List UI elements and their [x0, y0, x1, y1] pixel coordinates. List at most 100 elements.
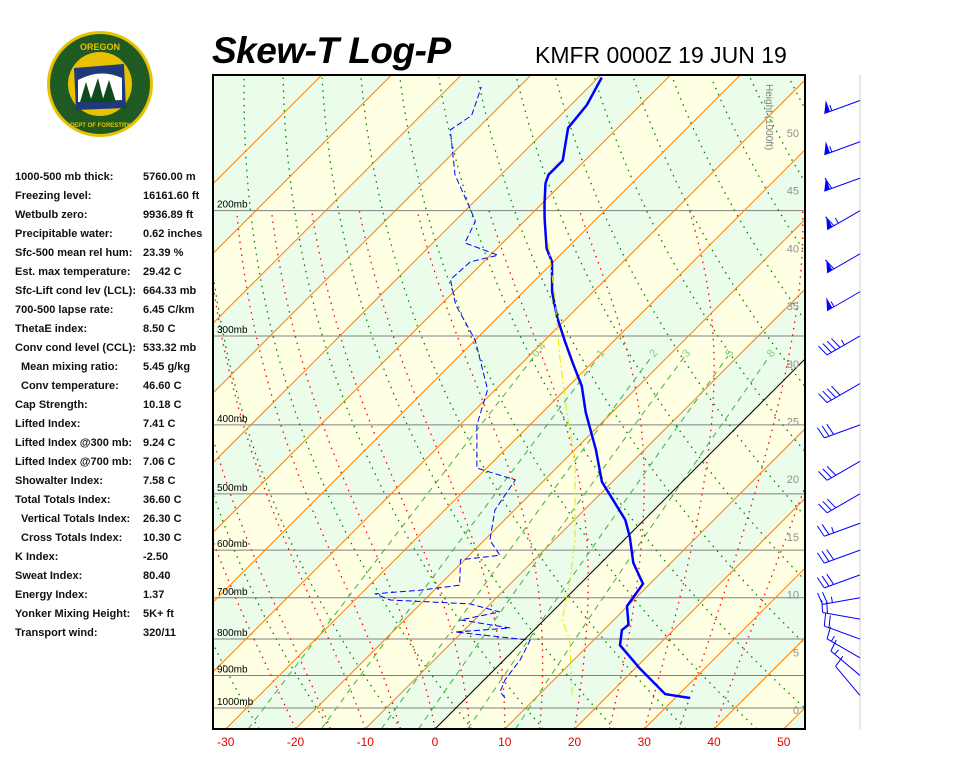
wind-barb-full	[826, 498, 837, 509]
isobar-label: 600mb	[217, 539, 248, 550]
index-value: 10.30 C	[143, 532, 182, 544]
moist-adiabat	[310, 210, 471, 729]
isotherm-line	[783, 706, 805, 729]
height-tick-label: 40	[787, 243, 799, 255]
index-row: 700-500 lapse rate: 6.45 C/km	[15, 301, 202, 320]
wind-barb-full	[816, 552, 825, 564]
index-value: 5K+ ft	[143, 608, 174, 620]
dry-adiabat	[710, 77, 805, 254]
chart-title: Skew-T Log-P	[212, 30, 451, 71]
index-row: K Index: -2.50	[15, 548, 202, 567]
wind-barb-full	[826, 423, 835, 435]
index-row: Yonker Mixing Height: 5K+ ft	[15, 605, 202, 624]
height-axis-label: Height (1000ft)	[763, 84, 774, 150]
wind-barb-staff	[826, 335, 861, 356]
height-tick-label: 15	[787, 532, 799, 544]
index-value: 36.60 C	[143, 494, 182, 506]
index-label: 1000-500 mb thick:	[15, 171, 114, 183]
index-row: Est. max temperature: 29.42 C	[15, 263, 202, 282]
wind-barb-staff	[826, 210, 861, 231]
wind-barb-staff	[826, 291, 861, 312]
x-tick-label: -30	[217, 735, 235, 749]
wind-barb-full	[822, 592, 828, 604]
index-row: Showalter Index: 7.58 C	[15, 472, 202, 491]
wind-barb-full	[826, 340, 837, 351]
moist-adiabat	[713, 485, 805, 729]
dry-adiabat	[243, 77, 473, 729]
isobar-label: 400mb	[217, 414, 248, 425]
index-value: 10.18 C	[143, 399, 182, 411]
height-tick-label: 0	[793, 705, 799, 717]
wind-barb-staff	[824, 100, 861, 114]
index-label: Yonker Mixing Height:	[15, 608, 131, 620]
wind-barb-full	[818, 393, 828, 403]
plot-frame	[212, 74, 806, 730]
index-label: Cross Totals Index:	[21, 532, 123, 544]
parcel-line	[547, 240, 576, 696]
wind-barb-full	[826, 601, 829, 614]
isotherm-line	[574, 497, 805, 729]
index-label: Transport wind:	[15, 627, 98, 639]
index-row: Total Totals Index: 36.60 C	[15, 491, 202, 510]
wind-barb-staff	[824, 574, 861, 589]
wind-barb-full	[822, 343, 832, 353]
index-value: 0.62 inches	[143, 228, 203, 240]
wind-barb-full	[818, 503, 828, 514]
dry-adiabat	[282, 77, 544, 729]
isotherm-band	[574, 498, 805, 729]
zero-isotherm	[434, 358, 805, 729]
mixing-ratio-label: 8	[765, 347, 778, 359]
dry-adiabat	[399, 77, 758, 729]
index-value: 320/11	[143, 627, 177, 639]
wind-barb-half	[829, 104, 833, 111]
wind-barb	[825, 210, 861, 231]
wind-barb-staff	[824, 549, 861, 564]
wind-barb-full	[826, 626, 831, 639]
wind-pennant	[824, 100, 830, 114]
x-tick-label: 20	[568, 735, 582, 749]
index-value: 9936.89 ft	[143, 209, 194, 221]
isotherm-line	[713, 637, 805, 729]
index-row: 1000-500 mb thick: 5760.00 m	[15, 168, 202, 187]
dry-adiabat	[593, 77, 805, 453]
wind-barb-full	[818, 345, 828, 356]
isobar-label: 800mb	[217, 628, 248, 639]
wind-barb-full	[826, 466, 837, 476]
index-row: Vertical Totals Index: 26.30 C	[15, 510, 202, 529]
wind-barb-half	[831, 527, 835, 534]
wind-barb	[824, 100, 861, 114]
wind-barb-staff	[824, 424, 861, 439]
moist-adiabat	[358, 210, 506, 729]
index-label: Wetbulb zero:	[15, 209, 88, 221]
wind-barb-half	[830, 301, 835, 308]
wind-barb-full	[823, 613, 827, 627]
wind-barb	[826, 626, 861, 659]
index-row: Sfc-Lift cond lev (LCL): 664.33 mb	[15, 282, 202, 301]
index-label: Total Totals Index:	[15, 494, 111, 506]
mixing-ratio-line	[380, 355, 653, 729]
index-row: ThetaE index: 8.50 C	[15, 320, 202, 339]
wind-barb	[824, 141, 861, 156]
wind-barb-full	[821, 550, 830, 562]
index-value: 664.33 mb	[143, 285, 197, 297]
x-tick-label: -10	[357, 735, 375, 749]
index-row: Lifted Index @300 mb: 9.24 C	[15, 434, 202, 453]
dry-adiabat	[213, 268, 402, 729]
index-label: Sweat Index:	[15, 570, 83, 582]
moist-adiabat	[236, 210, 401, 729]
wind-barb-staff	[826, 638, 861, 659]
wind-barb-staff	[826, 253, 861, 274]
wind-barb-full	[816, 427, 825, 439]
wind-barb-full	[816, 577, 825, 589]
index-row: Transport wind: 320/11	[15, 624, 202, 643]
isotherm-band	[435, 358, 805, 729]
wind-barb-full	[824, 177, 833, 189]
index-label: 700-500 lapse rate:	[15, 304, 114, 316]
wind-barb-half	[834, 649, 839, 655]
isotherm-line	[225, 149, 805, 729]
mixing-ratio-line	[247, 355, 535, 729]
index-label: ThetaE index:	[15, 323, 88, 335]
index-label: Mean mixing ratio:	[21, 361, 119, 373]
index-label: Sfc-Lift cond lev (LCL):	[15, 285, 136, 297]
moist-adiabat	[270, 210, 436, 729]
